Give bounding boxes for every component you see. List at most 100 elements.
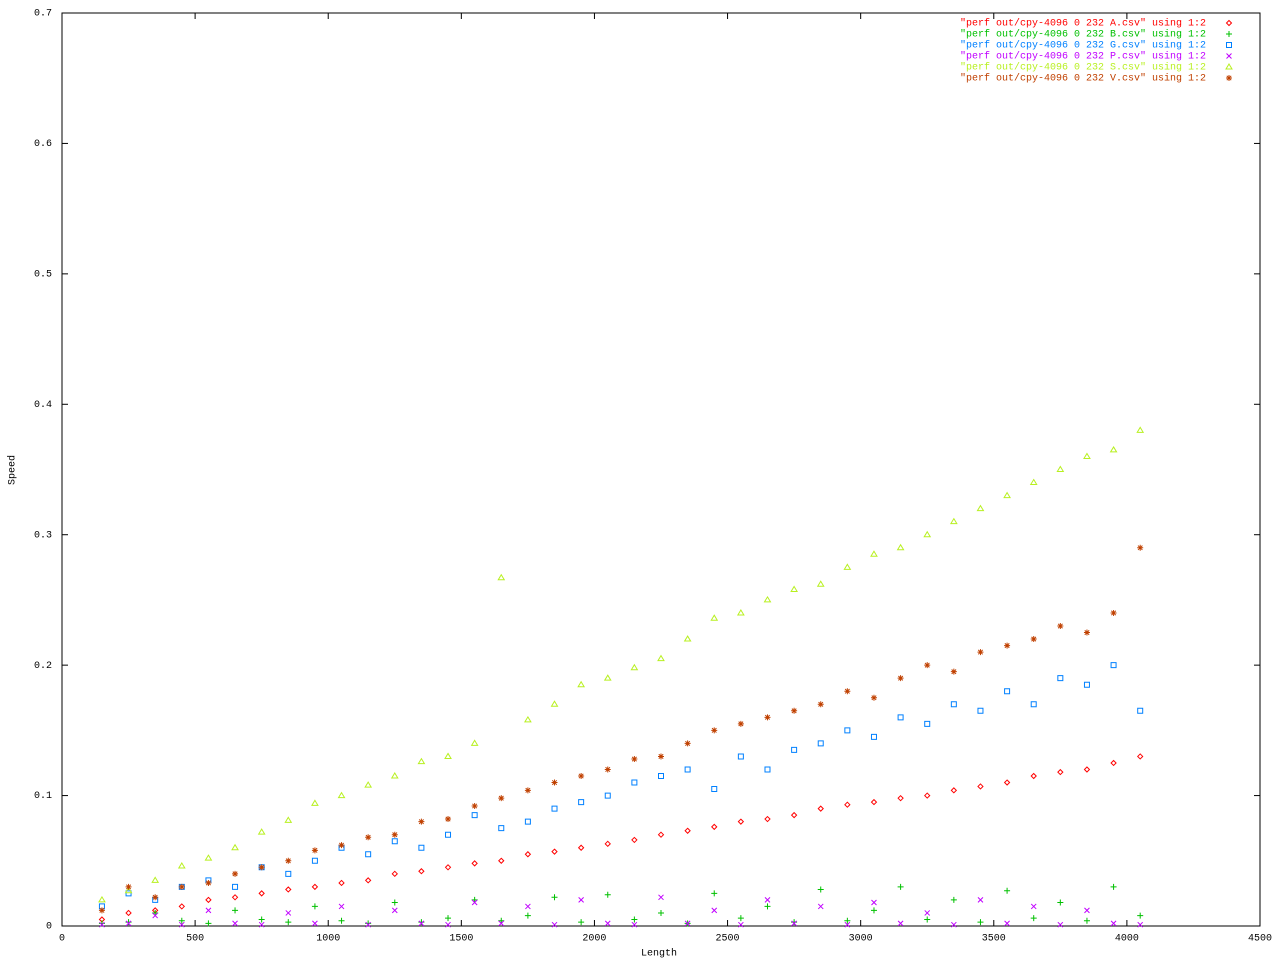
legend-label: "perf out/cpy-4096 0 232 A.csv" using 1:…: [960, 18, 1206, 30]
point: [658, 773, 664, 780]
point: [258, 916, 265, 923]
point: [1030, 701, 1037, 708]
point: [763, 595, 772, 603]
point: [684, 827, 691, 834]
point: [391, 838, 398, 845]
legend-marker: [1225, 19, 1233, 27]
point: [205, 920, 212, 927]
point: [257, 828, 266, 835]
point: [498, 920, 505, 927]
x-tick-label: 1500: [449, 934, 473, 945]
point: [578, 897, 584, 903]
x-tick-label: 2500: [716, 934, 740, 945]
legend-label: "perf out/cpy-4096 0 232 S.csv" using 1:…: [960, 62, 1206, 74]
point: [870, 550, 878, 557]
point: [338, 903, 345, 910]
point: [258, 890, 265, 897]
point: [738, 921, 744, 928]
point: [125, 890, 132, 897]
point: [790, 585, 798, 592]
point: [604, 792, 611, 799]
point: [684, 920, 691, 927]
point: [1083, 452, 1091, 459]
point: [1136, 753, 1144, 760]
point: [1004, 920, 1010, 927]
y-tick-label: 0: [46, 922, 52, 933]
point: [471, 899, 478, 906]
point: [844, 801, 851, 808]
point: [817, 903, 824, 910]
point: [631, 756, 638, 763]
point: [1083, 917, 1090, 924]
point: [445, 816, 452, 823]
point: [205, 879, 212, 886]
point: [950, 668, 957, 675]
point: [578, 773, 585, 780]
point: [1137, 544, 1144, 551]
point: [897, 714, 904, 721]
point: [1110, 759, 1117, 767]
legend-label: "perf out/cpy-4096 0 232 B.csv" using 1:…: [960, 29, 1206, 41]
point: [1084, 907, 1090, 914]
point: [1004, 688, 1011, 695]
point: [816, 580, 825, 587]
point: [870, 733, 877, 740]
point: [736, 608, 745, 616]
point: [524, 851, 532, 858]
point: [737, 818, 745, 825]
point: [258, 864, 265, 871]
point: [1083, 766, 1091, 773]
point: [285, 886, 292, 893]
point: [365, 920, 372, 927]
point: [1057, 675, 1064, 682]
legend-label: "perf out/cpy-4096 0 232 G.csv" using 1:…: [960, 40, 1206, 52]
y-tick-label: 0.1: [34, 791, 52, 802]
x-tick-label: 0: [59, 934, 65, 945]
point: [311, 847, 318, 854]
point: [817, 886, 824, 893]
point: [391, 899, 398, 906]
point: [1110, 883, 1117, 890]
point: [551, 805, 558, 812]
x-tick-label: 4500: [1248, 934, 1272, 945]
point: [285, 870, 292, 877]
point: [125, 920, 132, 927]
point: [658, 909, 664, 916]
point: [977, 897, 984, 903]
point: [976, 504, 985, 512]
point: [683, 635, 692, 642]
point: [551, 894, 558, 901]
point: [498, 857, 505, 864]
point: [791, 707, 798, 714]
point: [924, 792, 931, 799]
point: [843, 563, 852, 570]
point: [630, 663, 639, 671]
point: [151, 876, 160, 883]
point: [1030, 636, 1037, 643]
point: [98, 895, 106, 903]
point: [764, 903, 771, 910]
point: [418, 818, 425, 825]
point: [391, 907, 398, 914]
point: [338, 917, 345, 924]
point: [684, 766, 691, 773]
legend-marker: [1225, 63, 1233, 70]
point: [551, 921, 558, 928]
point: [232, 883, 239, 890]
point: [338, 842, 345, 849]
point: [604, 891, 611, 898]
point: [551, 779, 558, 786]
point: [657, 654, 665, 662]
point: [124, 886, 133, 894]
point: [897, 794, 904, 802]
point: [791, 746, 798, 753]
point: [977, 707, 984, 714]
point: [1110, 609, 1117, 616]
point: [790, 811, 798, 819]
point: [524, 787, 531, 794]
point: [231, 843, 239, 851]
point: [178, 921, 185, 928]
point: [924, 720, 931, 727]
y-axis-label: Speed: [7, 455, 19, 485]
point: [924, 916, 931, 923]
